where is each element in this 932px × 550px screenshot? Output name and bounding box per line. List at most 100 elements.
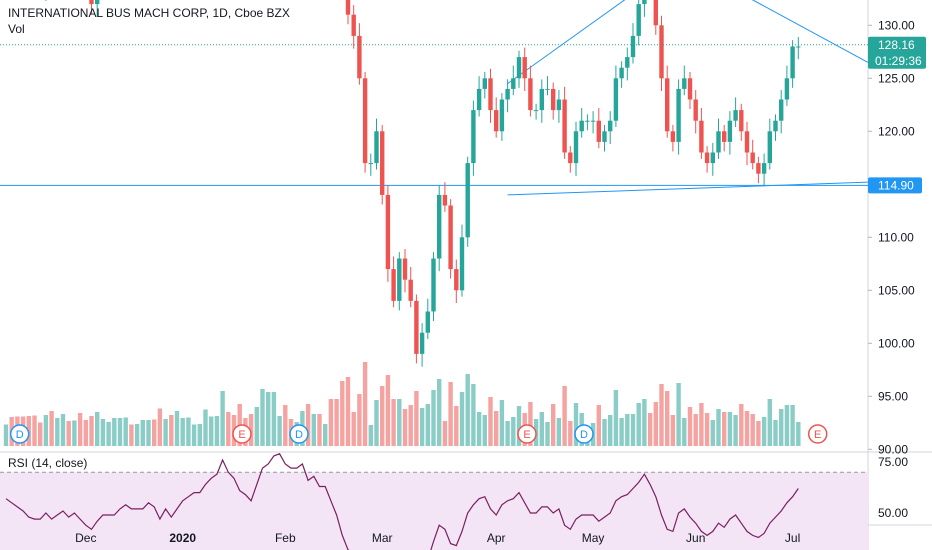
volume-bar — [551, 404, 556, 446]
volume-bar — [271, 392, 277, 446]
volume-bar — [391, 399, 396, 446]
volume-bar — [351, 412, 356, 446]
candle-body — [380, 131, 385, 195]
volume-bar — [203, 409, 208, 446]
volume-bar — [402, 409, 408, 446]
volume-bar — [448, 382, 453, 446]
volume-bar — [602, 419, 607, 446]
volume-bar — [260, 389, 265, 446]
volume-bar — [100, 419, 106, 446]
volume-bar — [556, 418, 562, 446]
event-marker — [289, 424, 309, 444]
volume-bar — [220, 391, 225, 446]
volume-bar — [72, 420, 77, 446]
volume-bar — [784, 405, 790, 446]
price-tick-label: 90.00 — [878, 442, 908, 456]
candle-body — [556, 99, 562, 111]
volume-bar — [311, 414, 316, 446]
candle-body — [357, 35, 362, 79]
candle-body — [676, 88, 681, 142]
volume-bar — [408, 405, 413, 446]
time-label: 2020 — [169, 531, 196, 545]
level-price-badge — [868, 177, 922, 194]
candle-body — [89, 0, 94, 5]
volume-bar — [323, 424, 328, 446]
volume-bar — [437, 379, 442, 446]
candle-body — [630, 35, 636, 58]
volume-bar — [670, 415, 676, 446]
volume-bar — [528, 402, 533, 446]
volume-bar — [283, 405, 288, 446]
candle-body — [454, 269, 459, 291]
volume-bar — [699, 403, 704, 446]
volume-bar — [157, 408, 163, 446]
volume-bar — [779, 409, 784, 446]
candle-body — [573, 131, 579, 164]
candle-body — [722, 131, 727, 142]
volume-bar — [248, 414, 254, 446]
volume-bar — [676, 383, 681, 446]
volume-bar — [117, 418, 123, 446]
candle-body — [773, 120, 778, 132]
time-label: Jun — [686, 531, 705, 545]
volume-bar — [693, 414, 698, 446]
last-price-badge — [868, 36, 926, 69]
candle-body — [437, 194, 442, 259]
candle-body — [659, 25, 664, 79]
rsi-label: RSI (14, close) — [8, 456, 88, 470]
volume-bar — [568, 421, 573, 446]
candle-body — [682, 78, 687, 89]
rsi-line — [5, 453, 799, 550]
price-tick-label: 110.00 — [878, 230, 914, 244]
volume-bar — [562, 386, 567, 446]
volume-bar — [773, 420, 778, 446]
volume-bar — [647, 413, 653, 446]
volume-bar — [129, 424, 134, 446]
candle-body — [693, 99, 698, 121]
volume-bar — [385, 375, 391, 446]
candle-body — [459, 237, 465, 291]
volume-bar — [180, 418, 185, 446]
candle-body — [471, 110, 476, 164]
volume-bar — [653, 402, 658, 446]
volume-bar — [277, 416, 282, 446]
volume-bar — [722, 412, 727, 446]
candle-body — [613, 78, 619, 121]
volume-bar — [796, 422, 801, 446]
candle-body — [516, 57, 522, 79]
trendline-down — [751, 0, 869, 63]
volume-bar — [140, 420, 145, 446]
event-marker-label: E — [238, 429, 245, 441]
volume-bar — [380, 386, 385, 446]
volume-bar — [494, 411, 499, 446]
event-marker-label: D — [16, 429, 24, 441]
candle-body — [608, 120, 613, 132]
candle-body — [687, 78, 693, 100]
volume-bar — [687, 407, 693, 446]
rsi-band — [0, 472, 868, 550]
volume-bar — [573, 403, 579, 446]
volume-bar — [49, 411, 54, 446]
volume-bar — [761, 417, 767, 446]
candle-body — [784, 78, 790, 100]
volume-bar — [596, 405, 601, 446]
candle-body — [539, 88, 544, 111]
volume-bar — [254, 407, 259, 446]
candle-body — [402, 258, 408, 280]
volume-bar — [43, 415, 49, 446]
volume-bar — [744, 411, 750, 446]
volume-bar — [630, 414, 636, 446]
volume-bar — [442, 421, 448, 446]
candle-body — [505, 88, 510, 100]
candle-body — [619, 67, 624, 79]
volume-bar — [163, 419, 168, 446]
time-label: Feb — [275, 531, 296, 545]
volume-bar — [756, 421, 761, 446]
volume-bar — [716, 409, 721, 446]
price-tick-label: 120.00 — [878, 124, 915, 138]
volume-bar — [414, 391, 419, 446]
volume-bar — [83, 420, 88, 446]
volume-bar — [636, 403, 641, 446]
candle-body — [739, 110, 744, 132]
